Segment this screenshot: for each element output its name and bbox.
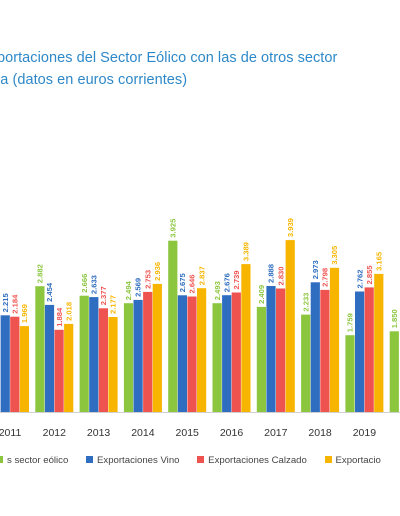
data-label-2-2012: 1.884 bbox=[55, 307, 64, 327]
bar-0-2014 bbox=[123, 303, 134, 412]
bar-0-2018 bbox=[301, 314, 311, 412]
bar-2-2014 bbox=[143, 291, 153, 412]
bar-3-2011 bbox=[19, 326, 29, 412]
x-tick-2019: 2019 bbox=[353, 427, 377, 439]
legend-swatch-vino bbox=[86, 456, 93, 463]
bar-3-2016 bbox=[241, 264, 251, 412]
data-label-1-2011: 2.215 bbox=[1, 293, 10, 313]
data-label-0-2014: 2.494 bbox=[124, 280, 133, 300]
legend-label-eolico: s sector eólico bbox=[7, 455, 69, 466]
bar-1-2018 bbox=[310, 282, 320, 412]
bar-3-2018 bbox=[329, 267, 340, 412]
legend-item-calzado: Exportaciones Calzado bbox=[197, 455, 307, 466]
data-label-2-2013: 2.377 bbox=[99, 286, 108, 305]
bar-1-2019 bbox=[355, 291, 365, 412]
bar-0-2016 bbox=[212, 303, 222, 412]
data-label-3-2016: 3.389 bbox=[242, 242, 251, 261]
legend-swatch-calzado bbox=[197, 456, 205, 463]
data-label-2-2016: 2.739 bbox=[232, 270, 241, 289]
x-tick-2018: 2018 bbox=[308, 427, 332, 439]
data-label-3-2014: 2.936 bbox=[153, 262, 162, 281]
bar-0-2013 bbox=[79, 295, 89, 412]
bar-3-2012 bbox=[64, 323, 74, 412]
data-label-0-2012: 2.882 bbox=[36, 264, 45, 283]
bar-3-2013 bbox=[108, 317, 118, 412]
bar-0-2012 bbox=[35, 286, 45, 412]
data-label-0-2015: 3.925 bbox=[168, 218, 177, 238]
bar-2-2015 bbox=[187, 296, 197, 412]
data-label-0-2018: 2.233 bbox=[301, 293, 310, 312]
x-tick-2013: 2013 bbox=[87, 427, 111, 439]
x-tick-2014: 2014 bbox=[131, 427, 155, 439]
data-label-2-2015: 2.646 bbox=[188, 274, 197, 293]
data-label-1-2016: 2.676 bbox=[222, 273, 231, 292]
chart-title: portaciones del Sector Eólico con las de… bbox=[0, 47, 337, 91]
x-tick-2017: 2017 bbox=[264, 427, 288, 439]
data-label-0-partial: 1.850 bbox=[390, 309, 399, 328]
legend-item-eolico: s sector eólico bbox=[0, 455, 68, 466]
x-tick-2012: 2012 bbox=[43, 427, 67, 439]
data-label-3-2017: 3.939 bbox=[286, 218, 295, 237]
legend-item-cuarta-serie: Exportacio bbox=[324, 455, 381, 466]
legend-item-vino: Exportaciones Vino bbox=[86, 455, 180, 466]
bar-3-2015 bbox=[197, 288, 207, 412]
data-label-1-2012: 2.454 bbox=[45, 282, 54, 302]
legend-label-calzado: Exportaciones Calzado bbox=[208, 455, 307, 466]
data-label-3-2019: 3.165 bbox=[374, 251, 383, 271]
data-label-0-2019: 1.759 bbox=[346, 313, 355, 332]
data-label-2-2018: 2.798 bbox=[321, 268, 330, 287]
bar-2-2018 bbox=[320, 289, 330, 412]
x-tick-2016: 2016 bbox=[220, 427, 244, 439]
legend-label-cuarta-serie: Exportacio bbox=[335, 455, 381, 466]
data-label-1-2014: 2.569 bbox=[134, 278, 143, 297]
legend-swatch-eolico bbox=[0, 456, 3, 463]
bar-0-2019 bbox=[345, 335, 355, 412]
bar-2-2013 bbox=[98, 308, 108, 412]
bar-3-2017 bbox=[285, 240, 295, 412]
chart-title-line-2: la (datos en euros corrientes) bbox=[0, 72, 188, 88]
bar-3-2019 bbox=[374, 273, 384, 412]
bar-3-2014 bbox=[152, 283, 162, 412]
data-label-0-2013: 2.666 bbox=[80, 274, 89, 293]
legend-label-vino: Exportaciones Vino bbox=[97, 455, 180, 466]
data-label-3-2011: 1.969 bbox=[20, 304, 29, 323]
data-label-1-2017: 2.888 bbox=[267, 264, 276, 283]
data-label-3-2015: 2.837 bbox=[197, 266, 206, 285]
data-label-1-2018: 2.973 bbox=[311, 260, 320, 279]
x-tick-2011: 2011 bbox=[0, 427, 21, 439]
chart-title-line-1: portaciones del Sector Eólico con las de… bbox=[0, 50, 338, 66]
data-label-2-2011: 2.184 bbox=[10, 294, 19, 314]
data-label-3-2012: 2.018 bbox=[64, 302, 73, 321]
data-label-1-2015: 2.675 bbox=[178, 273, 187, 293]
bar-2-2016 bbox=[231, 292, 241, 412]
data-label-0-2016: 2.493 bbox=[213, 281, 222, 300]
bar-2-2017 bbox=[276, 288, 286, 412]
data-label-3-2018: 3.305 bbox=[330, 245, 339, 265]
bar-1-2012 bbox=[44, 304, 55, 412]
x-tick-2015: 2015 bbox=[176, 427, 200, 439]
bar-2-2011 bbox=[10, 316, 20, 412]
bar-1-2014 bbox=[133, 299, 143, 412]
data-label-3-2013: 2.177 bbox=[109, 295, 118, 314]
bar-1-2015 bbox=[177, 295, 187, 412]
legend-swatch-cuarta-serie bbox=[324, 456, 332, 463]
bar-0-partial bbox=[389, 331, 399, 412]
bar-1-2011 bbox=[0, 315, 10, 412]
bar-2-2012 bbox=[54, 329, 64, 412]
bar-0-2015 bbox=[168, 240, 178, 412]
bar-2-2019 bbox=[364, 287, 374, 412]
data-label-2-2019: 2.855 bbox=[365, 265, 374, 285]
bar-0-2017 bbox=[256, 306, 266, 412]
data-label-2-2017: 2.830 bbox=[276, 266, 285, 285]
data-label-0-2017: 2.409 bbox=[257, 285, 266, 304]
bar-1-2016 bbox=[222, 295, 232, 412]
bar-1-2013 bbox=[89, 297, 99, 412]
data-label-1-2013: 2.633 bbox=[89, 275, 98, 294]
chart-legend: s sector eólico Exportaciones Vino Expor… bbox=[0, 455, 396, 466]
data-label-2-2014: 2.753 bbox=[143, 270, 152, 289]
bar-1-2017 bbox=[266, 286, 276, 412]
data-label-1-2019: 2.762 bbox=[355, 269, 364, 288]
